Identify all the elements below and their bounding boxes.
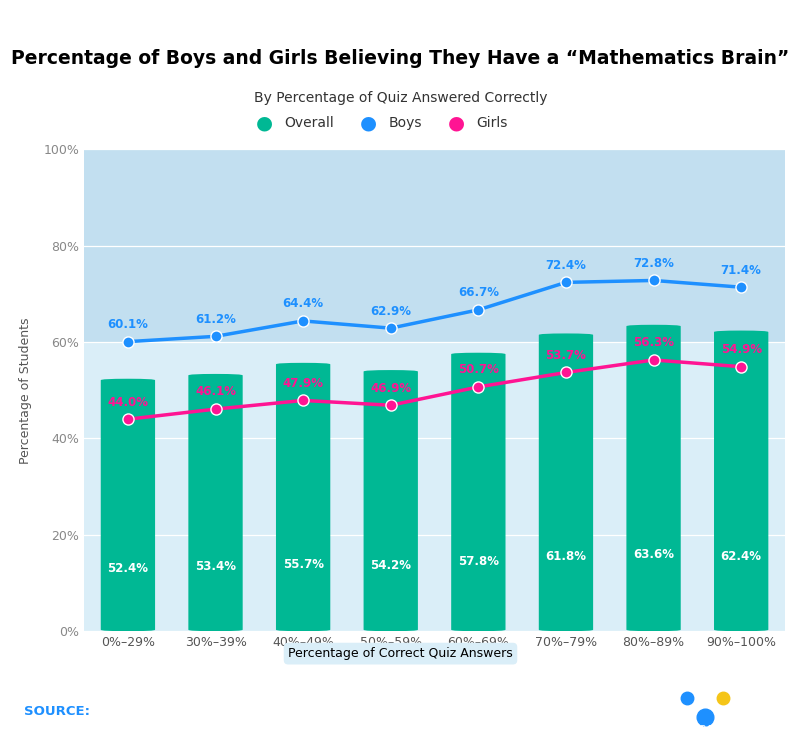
Text: Overall: Overall xyxy=(284,117,334,130)
Text: 47.9%: 47.9% xyxy=(283,376,324,390)
Bar xyxy=(84,149,785,342)
FancyBboxPatch shape xyxy=(539,333,593,631)
Text: By Percentage of Quiz Answered Correctly: By Percentage of Quiz Answered Correctly xyxy=(254,91,547,105)
Text: 50.7%: 50.7% xyxy=(458,363,499,376)
Text: Percentage of Boys and Girls Believing They Have a “Mathematics Brain”: Percentage of Boys and Girls Believing T… xyxy=(11,49,790,67)
Text: 55.7%: 55.7% xyxy=(283,557,324,571)
FancyBboxPatch shape xyxy=(714,331,768,631)
Text: 61.8%: 61.8% xyxy=(545,551,586,563)
FancyBboxPatch shape xyxy=(451,353,505,631)
Text: 54.2%: 54.2% xyxy=(370,560,411,572)
Text: 62.4%: 62.4% xyxy=(721,550,762,562)
Text: 54.9%: 54.9% xyxy=(721,343,762,356)
Text: 72.4%: 72.4% xyxy=(545,258,586,272)
Text: SOURCE:: SOURCE: xyxy=(24,705,90,718)
Text: 62.9%: 62.9% xyxy=(370,305,411,317)
Text: ●: ● xyxy=(360,114,377,133)
Text: 53.4%: 53.4% xyxy=(195,560,236,574)
Text: Boys: Boys xyxy=(388,117,422,130)
Text: 61.2%: 61.2% xyxy=(195,313,236,326)
FancyBboxPatch shape xyxy=(188,374,243,631)
Text: 52.4%: 52.4% xyxy=(107,562,148,574)
Text: Third Space Learning internal data: Third Space Learning internal data xyxy=(92,705,323,718)
Text: ●: ● xyxy=(256,114,273,133)
Text: THIRD SPACE
LEARNING: THIRD SPACE LEARNING xyxy=(684,725,731,736)
Text: 53.7%: 53.7% xyxy=(545,349,586,362)
Text: 66.7%: 66.7% xyxy=(458,286,499,300)
Text: ●: ● xyxy=(448,114,465,133)
Text: 64.4%: 64.4% xyxy=(283,297,324,310)
Text: 56.3%: 56.3% xyxy=(633,336,674,350)
Text: Percentage of Correct Quiz Answers: Percentage of Correct Quiz Answers xyxy=(288,647,513,660)
Text: 57.8%: 57.8% xyxy=(458,555,499,568)
Text: 63.6%: 63.6% xyxy=(633,548,674,561)
Text: Girls: Girls xyxy=(477,117,508,130)
Text: 60.1%: 60.1% xyxy=(107,318,148,331)
FancyBboxPatch shape xyxy=(364,370,418,631)
Text: 44.0%: 44.0% xyxy=(107,396,148,409)
Y-axis label: Percentage of Students: Percentage of Students xyxy=(19,317,32,464)
Text: 72.8%: 72.8% xyxy=(633,257,674,270)
FancyBboxPatch shape xyxy=(101,379,155,631)
Text: 71.4%: 71.4% xyxy=(721,264,762,276)
Text: 46.9%: 46.9% xyxy=(370,382,411,394)
FancyBboxPatch shape xyxy=(276,363,330,631)
FancyBboxPatch shape xyxy=(626,325,681,631)
Text: 46.1%: 46.1% xyxy=(195,385,236,398)
